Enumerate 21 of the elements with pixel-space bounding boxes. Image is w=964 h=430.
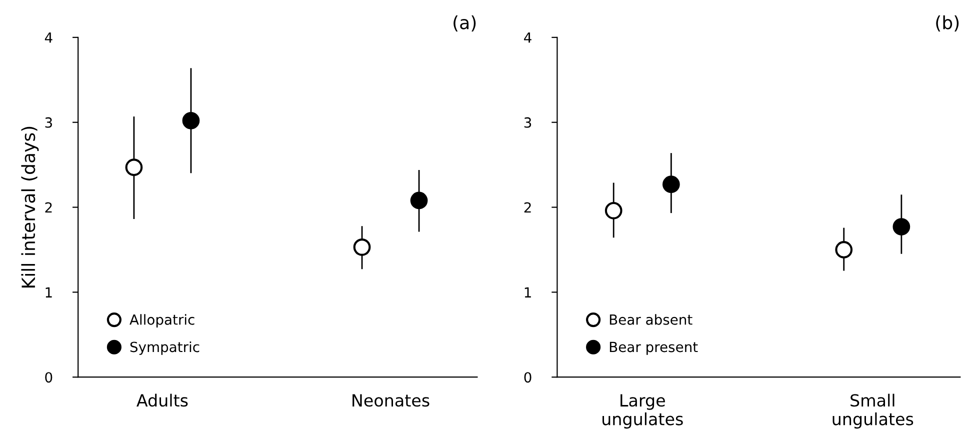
y-tick-label: 2 xyxy=(45,202,52,213)
y-axis-title: Kill interval (days) xyxy=(21,126,39,288)
y-tick-label: 0 xyxy=(45,372,52,383)
legend-label: Bear present xyxy=(610,342,698,355)
chart-title: (a) xyxy=(454,15,476,32)
y-tick-label: 1 xyxy=(524,287,531,298)
legend-label: Allopatric xyxy=(130,314,194,328)
x-tick-label: Neonates xyxy=(352,394,430,407)
y-tick-label: 1 xyxy=(46,287,52,298)
x-tick-label: Large ungulates xyxy=(602,394,683,429)
legend-label: Bear absent xyxy=(610,314,692,325)
x-tick-label: Adults xyxy=(136,394,188,407)
y-tick-label: 4 xyxy=(44,32,52,43)
x-tick-label: Small ungulates xyxy=(832,394,914,429)
y-tick-label: 0 xyxy=(524,372,532,383)
y-tick-label: 3 xyxy=(524,117,532,128)
y-tick-label: 4 xyxy=(524,32,532,43)
legend-label: Sympatric xyxy=(130,341,200,355)
chart-title: (b) xyxy=(936,15,959,32)
y-tick-label: 2 xyxy=(524,202,531,213)
y-tick-label: 3 xyxy=(45,117,52,128)
